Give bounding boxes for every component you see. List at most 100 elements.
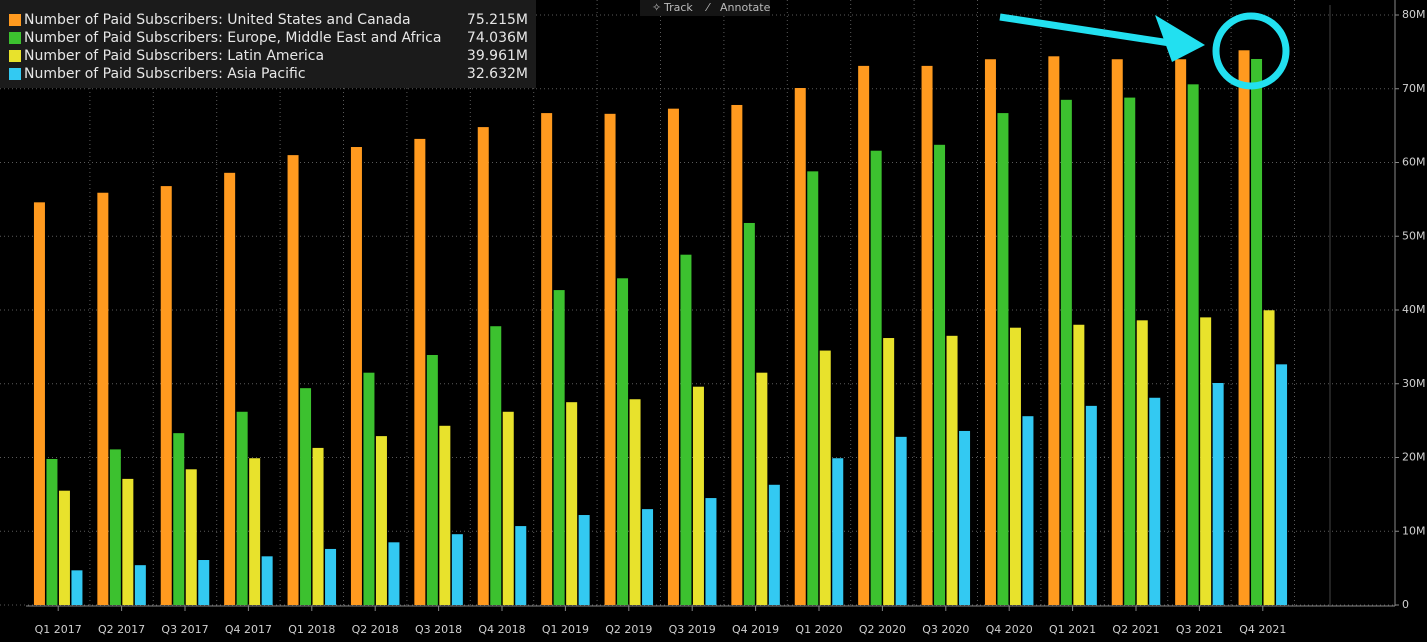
annotation-arrow-shaft [999,13,1171,47]
bar [768,484,780,605]
bar [58,490,70,605]
legend-swatch [9,68,21,80]
x-tick-label: Q2 2021 [1112,623,1159,636]
bar [1060,99,1072,605]
bar [921,65,933,605]
bar [515,526,527,605]
legend-label: Number of Paid Subscribers: United State… [24,12,411,28]
bar [984,59,996,605]
bar [807,171,819,605]
bar [946,335,958,605]
x-tick-label: Q4 2021 [1239,623,1286,636]
annotate-icon: ⁄ [704,1,711,14]
bar [236,411,248,605]
bar [173,433,185,605]
bar [1111,59,1123,605]
bar [1136,320,1148,605]
bar [667,108,679,605]
y-tick-label: 70M [1402,82,1426,95]
bar [1073,324,1085,605]
bar [1263,310,1275,605]
y-tick-label: 20M [1402,451,1426,464]
bar [312,447,324,605]
legend-swatch [9,50,21,62]
legend-label: Number of Paid Subscribers: Europe, Midd… [24,30,441,46]
bar [46,458,58,605]
bar [109,449,121,605]
bar [1212,383,1224,605]
bar [300,388,312,605]
x-tick-label: Q3 2021 [1176,623,1223,636]
legend-box [0,0,536,88]
x-tick-label: Q4 2019 [732,623,779,636]
bar [883,338,895,605]
bar [426,354,438,605]
bar [743,222,755,605]
bar [629,399,641,605]
legend-value: 32.632M [467,66,528,82]
bar [224,172,236,605]
x-tick-label: Q1 2019 [542,623,589,636]
bar [71,570,83,605]
bar [451,534,463,605]
x-tick-label: Q3 2018 [415,623,462,636]
bar [490,326,502,605]
bar [794,88,806,605]
bar [1276,364,1288,605]
y-tick-label: 10M [1402,524,1426,537]
bar [33,202,45,605]
x-tick-label: Q4 2018 [478,623,525,636]
legend-label: Number of Paid Subscribers: Asia Pacific [24,66,306,82]
bar [578,515,590,605]
legend-swatch [9,32,21,44]
bar [858,65,870,605]
bar [185,469,197,605]
bar [553,290,565,605]
bar [705,498,717,605]
bar [1085,405,1097,605]
x-tick-label: Q4 2020 [986,623,1033,636]
bar [731,104,743,605]
bar [642,509,654,605]
bar [1009,327,1021,605]
bar [287,155,299,605]
bar [617,278,629,605]
bar [756,372,768,605]
bar [249,458,261,605]
bar [1149,397,1161,605]
bar [1048,56,1060,606]
x-tick-label: Q3 2020 [922,623,969,636]
legend-value: 74.036M [467,30,528,46]
bar [477,127,489,605]
annotate-button[interactable]: Annotate [720,1,771,14]
bar [541,113,553,606]
bar [997,113,1009,606]
bar [198,560,210,605]
bar [959,430,971,605]
bar [1251,58,1263,606]
bar [502,411,514,605]
x-tick-label: Q1 2021 [1049,623,1096,636]
bar [832,458,844,605]
track-button[interactable]: Track [663,1,693,14]
y-tick-label: 40M [1402,303,1426,316]
toolbar: ✧ Track ⁄ Annotate [640,0,771,16]
bar [566,402,578,605]
toolbar-bg [640,0,770,16]
bar [160,186,172,605]
legend-value: 39.961M [467,48,528,64]
bar [1022,416,1034,605]
bar [439,425,451,605]
bar [819,350,831,605]
bar [1200,317,1212,605]
legend-label: Number of Paid Subscribers: Latin Americ… [24,48,324,64]
y-tick-label: 0 [1402,598,1409,611]
bar [870,150,882,605]
bar [414,138,426,605]
x-tick-label: Q2 2019 [605,623,652,636]
annotation [999,12,1290,90]
x-tick-label: Q1 2020 [795,623,842,636]
x-tick-label: Q3 2019 [669,623,716,636]
